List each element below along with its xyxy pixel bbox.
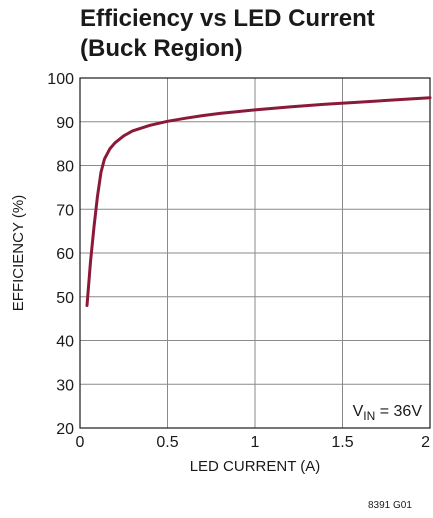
x-axis-label: LED CURRENT (A) (190, 458, 321, 475)
x-tick-label: 1 (251, 434, 260, 451)
figure-id: 8391 G01 (368, 500, 412, 511)
x-tick-labels: 0 0.5 1 1.5 2 (76, 434, 431, 451)
y-tick-labels: 20 30 40 50 60 70 80 90 100 (47, 71, 74, 438)
x-tick-label: 0.5 (156, 434, 178, 451)
y-tick-label: 60 (56, 246, 74, 263)
chart-title-line-2: (Buck Region) (80, 35, 243, 62)
vin-annotation-sub: IN (363, 409, 375, 423)
y-tick-label: 30 (56, 377, 74, 394)
y-axis-label: EFFICIENCY (%) (10, 195, 27, 311)
chart-title: Efficiency vs LED Current (Buck Region) (80, 4, 375, 64)
y-tick-label: 70 (56, 202, 74, 219)
x-tick-label: 0 (76, 434, 85, 451)
y-tick-label: 80 (56, 159, 74, 176)
y-tick-label: 90 (56, 115, 74, 132)
vin-annotation: VIN = 36V (353, 403, 423, 423)
vin-annotation-main: V (353, 403, 364, 420)
efficiency-curve (85, 96, 432, 307)
y-tick-label: 40 (56, 334, 74, 351)
y-tick-label: 20 (56, 421, 74, 438)
y-tick-label: 50 (56, 290, 74, 307)
vin-annotation-rest: = 36V (375, 403, 422, 420)
plot-frame (79, 77, 431, 429)
x-tick-label: 2 (421, 434, 430, 451)
y-tick-label: 100 (47, 71, 74, 88)
chart-title-line-1: Efficiency vs LED Current (80, 5, 375, 32)
x-tick-label: 1.5 (331, 434, 353, 451)
